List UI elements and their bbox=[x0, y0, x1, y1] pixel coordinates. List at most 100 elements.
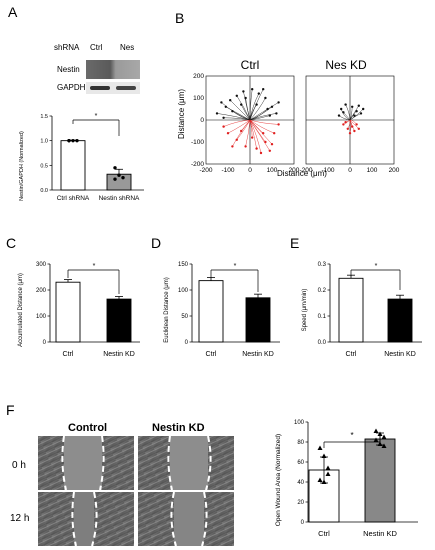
bar bbox=[387, 298, 413, 343]
panel-label-d: D bbox=[151, 235, 162, 251]
y-tick-label: 150 bbox=[178, 262, 189, 268]
forward-endpoint bbox=[275, 112, 278, 115]
y-tick-label: 0 bbox=[301, 520, 305, 526]
data-point bbox=[377, 431, 383, 436]
significance-bracket: * bbox=[72, 113, 120, 136]
bar bbox=[198, 280, 224, 343]
panel-label-e: E bbox=[290, 235, 300, 251]
y-tick-label: 0 bbox=[185, 340, 189, 346]
y-tick-label: 0 bbox=[200, 117, 204, 124]
forward-endpoint bbox=[351, 105, 354, 108]
bars bbox=[52, 138, 144, 191]
forward-track bbox=[345, 104, 351, 121]
y-tick-label: 1.0 bbox=[40, 139, 48, 145]
x-tick-label: 0 bbox=[348, 167, 352, 174]
x-tick-label: Nestin KD bbox=[363, 529, 397, 538]
chart-c: Accumulated Distance (μm) 0 100 200 300 * C… bbox=[18, 262, 140, 358]
forward-track bbox=[249, 115, 270, 121]
forward-track bbox=[249, 97, 266, 121]
backward-endpoint bbox=[348, 132, 352, 135]
x-tick-label: -100 bbox=[221, 167, 234, 174]
backward-endpoint bbox=[346, 127, 349, 130]
forward-track bbox=[240, 104, 251, 121]
panel-label-c: C bbox=[6, 235, 17, 251]
forward-track bbox=[249, 89, 253, 121]
backward-track bbox=[232, 119, 251, 147]
backward-endpoint bbox=[344, 121, 347, 124]
x-tick-label: 100 bbox=[367, 167, 378, 174]
forward-endpoint bbox=[257, 92, 260, 95]
backward-track bbox=[223, 119, 251, 127]
x-tick-label: Nestin KD bbox=[103, 351, 135, 358]
x-tick-label: -200 bbox=[199, 167, 212, 174]
data-point bbox=[373, 428, 379, 433]
micrograph-panels bbox=[38, 436, 234, 546]
chart-f: Open Wound Area (Normalized) 0 20 40 60 80 10… bbox=[275, 420, 418, 538]
forward-endpoint bbox=[222, 116, 225, 119]
forward-endpoint bbox=[215, 112, 219, 115]
forward-track bbox=[230, 100, 251, 121]
x-tick-label: -100 bbox=[321, 167, 334, 174]
chart-title-nes: Nes KD bbox=[325, 58, 367, 72]
y-axis-label: Open Wound Area (Normalized) bbox=[275, 434, 282, 526]
forward-track bbox=[249, 89, 264, 121]
y-axis-label: Accumulated Distance (μm) bbox=[18, 273, 24, 347]
forward-endpoint bbox=[359, 112, 363, 115]
y-ticks: 0 100 200 300 bbox=[36, 262, 50, 346]
x-tick-label: Ctrl bbox=[206, 351, 217, 358]
y-tick-label: 100 bbox=[193, 95, 204, 102]
y-tick-label: 200 bbox=[193, 73, 204, 80]
x-tick-label: Ctrl shRNA bbox=[57, 195, 90, 202]
significance-mark: * bbox=[350, 431, 353, 440]
backward-endpoint bbox=[355, 123, 358, 126]
forward-track bbox=[349, 108, 364, 121]
data-point bbox=[113, 177, 117, 181]
y-tick-label: 40 bbox=[297, 480, 304, 486]
backward-track bbox=[249, 119, 271, 151]
x-tick-label: 200 bbox=[389, 167, 400, 174]
data-point bbox=[381, 434, 387, 439]
data-point bbox=[325, 465, 331, 470]
bars bbox=[330, 274, 422, 343]
micrograph-control-0h bbox=[38, 436, 134, 491]
backward-track bbox=[349, 119, 352, 134]
forward-track bbox=[245, 97, 251, 121]
x-tick-label: Nestin KD bbox=[384, 351, 416, 358]
gapdh-band-strip bbox=[86, 82, 140, 94]
y-ticks: 0.0 0.5 1.0 1.5 bbox=[40, 114, 52, 194]
chart-d: Euclidean Distance (μm) 0 50 100 150 * Ctrl… bbox=[164, 262, 280, 358]
data-point bbox=[113, 166, 117, 170]
backward-endpoint bbox=[277, 123, 280, 126]
significance-bracket: * bbox=[67, 263, 120, 294]
significance-mark: * bbox=[234, 263, 237, 270]
y-axis-label: Speed (μm/min) bbox=[302, 289, 308, 332]
data-point bbox=[373, 437, 379, 442]
panel-label-f: F bbox=[6, 402, 15, 418]
y-ticks: 0 50 100 150 bbox=[178, 262, 192, 346]
bars bbox=[50, 279, 140, 343]
y-tick-label: 200 bbox=[36, 288, 47, 294]
backward-track bbox=[349, 119, 359, 129]
chart-e: Speed (μm/min) 0.0 0.1 0.2 0.3 * Ctrl Nesti… bbox=[302, 262, 422, 358]
data-point bbox=[321, 453, 327, 458]
backward-endpoint bbox=[342, 123, 345, 126]
backward-endpoint bbox=[268, 149, 271, 152]
data-point bbox=[321, 479, 327, 484]
y-tick-label: 0 bbox=[43, 340, 47, 346]
y-axis-label: Nestin/GAPDH (Normalized) bbox=[19, 131, 25, 201]
forward-endpoint bbox=[362, 107, 365, 111]
bars bbox=[308, 428, 418, 523]
y-tick-label: 0.3 bbox=[318, 262, 327, 268]
column-label-nestin-kd: Nestin KD bbox=[152, 422, 205, 434]
forward-track bbox=[340, 108, 351, 121]
x-tick-label: Ctrl bbox=[346, 351, 357, 358]
data-point bbox=[121, 175, 125, 180]
forward-endpoint bbox=[357, 104, 360, 107]
lane-label-nes: Nes bbox=[120, 43, 135, 52]
y-tick-label: 300 bbox=[36, 262, 47, 268]
significance-mark: * bbox=[95, 113, 98, 120]
y-tick-label: 100 bbox=[178, 288, 189, 294]
y-tick-label: 80 bbox=[297, 440, 304, 446]
forward-track bbox=[349, 105, 360, 121]
data-point bbox=[75, 138, 79, 143]
